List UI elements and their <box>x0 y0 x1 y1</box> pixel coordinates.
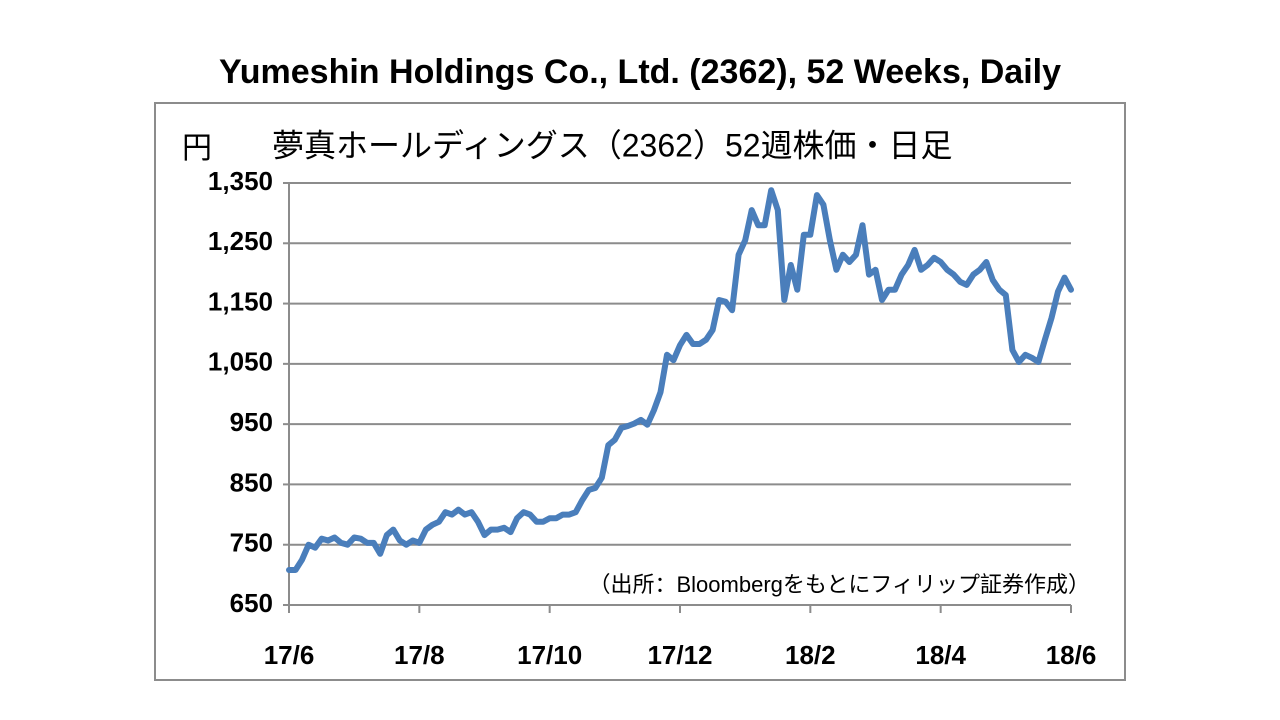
chart-title: Yumeshin Holdings Co., Ltd. (2362), 52 W… <box>219 53 1061 91</box>
x-tick-label: 17/6 <box>264 640 315 670</box>
x-tick-label: 17/12 <box>647 640 712 670</box>
y-tick-label: 1,350 <box>208 166 273 196</box>
x-tick-label: 18/4 <box>915 640 966 670</box>
price-line <box>286 187 1074 573</box>
chart-subtitle: 夢真ホールディングス（2362）52週株価・日足 <box>272 127 953 163</box>
y-axis-unit: 円 <box>182 132 212 165</box>
x-tick-label: 17/8 <box>394 640 445 670</box>
y-tick-label: 750 <box>230 528 273 558</box>
y-tick-label: 1,150 <box>208 286 273 316</box>
y-tick-label: 850 <box>230 467 273 497</box>
source-note: （出所：Bloombergをもとにフィリップ証券作成） <box>588 572 1090 597</box>
y-tick-label: 1,250 <box>208 226 273 256</box>
chart-frame <box>154 102 1126 681</box>
y-tick-label: 650 <box>230 588 273 618</box>
y-tick-label: 1,050 <box>208 347 273 377</box>
x-tick-label: 18/2 <box>785 640 836 670</box>
x-tick-label: 18/6 <box>1046 640 1097 670</box>
y-tick-label: 950 <box>230 407 273 437</box>
x-tick-label: 17/10 <box>517 640 582 670</box>
